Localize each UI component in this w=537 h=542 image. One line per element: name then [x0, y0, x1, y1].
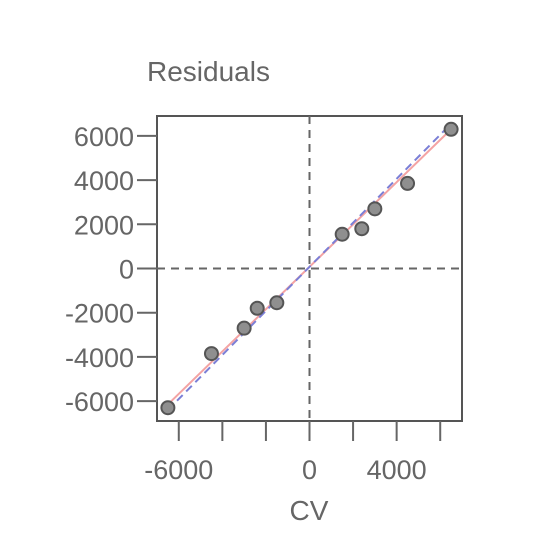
data-point [354, 221, 370, 237]
chart-title: Residuals [147, 56, 270, 87]
x-tick-label: -6000 [144, 455, 213, 485]
data-point [400, 175, 416, 191]
data-point [334, 226, 350, 242]
y-tick-label: 2000 [74, 210, 134, 240]
x-tick-label: 0 [302, 455, 317, 485]
x-axis-title: CV [290, 495, 329, 526]
data-point [160, 400, 176, 416]
y-tick-label: -2000 [65, 299, 134, 329]
data-point [443, 121, 459, 137]
x-tick-label: 4000 [367, 455, 427, 485]
data-point [236, 320, 252, 336]
y-tick-label: 4000 [74, 166, 134, 196]
data-point [203, 346, 219, 362]
data-point [367, 201, 383, 217]
dashed-fit-line [167, 123, 452, 411]
y-tick-label: -6000 [65, 387, 134, 417]
y-tick-label: 0 [119, 255, 134, 285]
data-point [269, 295, 285, 311]
y-tick-label: 6000 [74, 122, 134, 152]
plot-area: 6000 4000 2000 0 -2000 -4000 -6000 -6000 0 4000 [65, 115, 463, 485]
y-tick-label: -4000 [65, 343, 134, 373]
data-point [249, 300, 265, 316]
